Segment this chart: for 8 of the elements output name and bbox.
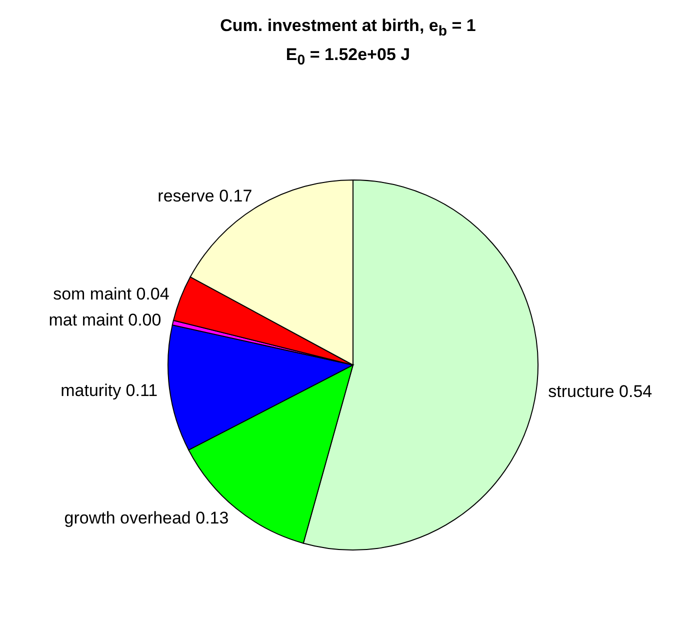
slice-label: som maint 0.04 <box>53 284 170 304</box>
chart-title: Cum. investment at birth, e$_{b}$ = 1 <box>219 15 477 40</box>
slice-label: growth overhead 0.13 <box>64 508 229 528</box>
chart-subtitle: E$_{0}$ = 1.52e+05 J <box>284 44 412 69</box>
slice-label: maturity 0.11 <box>60 380 158 400</box>
slice-label: reserve 0.17 <box>158 186 252 206</box>
slice-label: structure 0.54 <box>548 382 652 402</box>
slice-label: mat maint 0.00 <box>48 310 162 330</box>
